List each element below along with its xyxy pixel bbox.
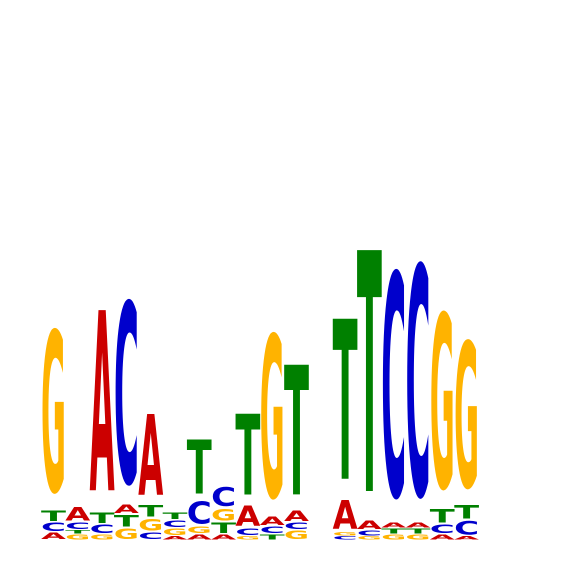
logo-letter-G-pos-11: G bbox=[284, 529, 309, 542]
logo-letter-T-pos-17: T bbox=[430, 505, 455, 527]
logo-letter-G-pos-9: G bbox=[235, 536, 260, 541]
logo-letter-C-pos-6: C bbox=[163, 519, 188, 530]
logo-letter-C-pos-5: C bbox=[138, 531, 163, 542]
logo-letter-G-pos-7: G bbox=[187, 525, 212, 536]
logo-letter-A-pos-17: A bbox=[430, 533, 455, 541]
logo-letter-A-pos-1: A bbox=[41, 531, 67, 542]
logo-letter-T-pos-13: T bbox=[333, 276, 358, 531]
logo-letter-C-pos-17: C bbox=[430, 522, 455, 536]
logo-letter-C-pos-2: C bbox=[65, 521, 90, 532]
logo-letter-C-pos-3: C bbox=[90, 522, 115, 536]
logo-letter-T-pos-1: T bbox=[41, 508, 66, 525]
logo-letter-A-pos-3: A bbox=[90, 260, 115, 549]
logo-letter-T-pos-11: T bbox=[284, 331, 309, 537]
logo-letter-T-pos-4: T bbox=[114, 512, 140, 531]
logo-letter-G-pos-4: G bbox=[114, 526, 139, 542]
logo-letter-A-pos-18: A bbox=[454, 536, 479, 541]
logo-letter-G-pos-15: G bbox=[381, 533, 406, 541]
logo-letter-T-pos-2: T bbox=[65, 530, 90, 535]
logo-letter-A-pos-8: A bbox=[211, 533, 236, 541]
logo-letter-C-pos-13: C bbox=[333, 535, 358, 541]
logo-letter-C-pos-7: C bbox=[187, 495, 212, 531]
logo-letter-A-pos-16: A bbox=[406, 521, 431, 529]
logo-letter-G-pos-14: G bbox=[357, 536, 382, 541]
logo-letter-C-pos-14: C bbox=[357, 529, 382, 537]
logo-letter-T-pos-7: T bbox=[187, 425, 212, 511]
logo-letter-G-pos-10: G bbox=[260, 292, 285, 550]
logo-letter-T-pos-14: T bbox=[357, 186, 382, 566]
logo-letter-C-pos-18: C bbox=[454, 518, 479, 539]
logo-letter-A-pos-15: A bbox=[381, 521, 406, 529]
logo-letter-A-pos-6: A bbox=[163, 536, 188, 541]
logo-letter-A-pos-9: A bbox=[235, 501, 261, 533]
logo-letter-C-pos-4: C bbox=[114, 253, 139, 542]
logo-letter-C-pos-16: C bbox=[406, 203, 431, 566]
logo-letter-G-pos-16: G bbox=[406, 533, 431, 541]
logo-letter-A-pos-7: A bbox=[187, 533, 212, 541]
logo-letter-C-pos-1: C bbox=[41, 520, 66, 534]
logo-letter-T-pos-5: T bbox=[138, 502, 164, 521]
logo-letter-A-pos-13: A bbox=[333, 494, 358, 539]
logo-letter-G-pos-13: G bbox=[333, 532, 358, 537]
logo-letter-T-pos-6: T bbox=[163, 511, 189, 522]
logo-letter-G-pos-6: G bbox=[163, 527, 188, 538]
logo-letter-A-pos-10: A bbox=[260, 514, 285, 528]
logo-letter-T-pos-10: T bbox=[260, 533, 285, 541]
logo-letter-T-pos-18: T bbox=[454, 501, 479, 523]
logo-letter-A-pos-14: A bbox=[357, 518, 382, 532]
logo-letter-C-pos-10: C bbox=[260, 525, 285, 536]
logo-letter-C-pos-15: C bbox=[381, 214, 406, 566]
logo-letter-G-pos-5: G bbox=[138, 515, 163, 534]
logo-letter-G-pos-3: G bbox=[90, 533, 115, 541]
logo-letter-T-pos-8: T bbox=[211, 520, 236, 537]
logo-letter-C-pos-9: C bbox=[235, 527, 260, 538]
logo-letter-T-pos-9: T bbox=[235, 392, 260, 521]
logo-letter-G-pos-17: G bbox=[430, 268, 455, 544]
logo-letter-G-pos-2: G bbox=[65, 533, 90, 541]
logo-letter-T-pos-16: T bbox=[406, 527, 431, 535]
logo-letter-C-pos-8: C bbox=[211, 483, 236, 513]
logo-letter-C-pos-11: C bbox=[284, 521, 309, 532]
logo-letter-G-pos-8: G bbox=[211, 505, 236, 524]
logo-letter-G-pos-18: G bbox=[454, 302, 479, 534]
logo-letter-A-pos-2: A bbox=[65, 504, 91, 525]
logo-letter-T-pos-3: T bbox=[90, 510, 115, 527]
logo-letter-G-pos-1: G bbox=[41, 288, 66, 543]
logo-letter-A-pos-11: A bbox=[284, 508, 310, 524]
logo-letter-T-pos-15: T bbox=[381, 527, 406, 535]
logo-letter-A-pos-5: A bbox=[138, 392, 163, 521]
logo-letter-A-pos-4: A bbox=[114, 502, 139, 516]
